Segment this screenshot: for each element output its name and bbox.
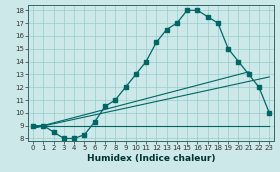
X-axis label: Humidex (Indice chaleur): Humidex (Indice chaleur)	[87, 154, 215, 163]
